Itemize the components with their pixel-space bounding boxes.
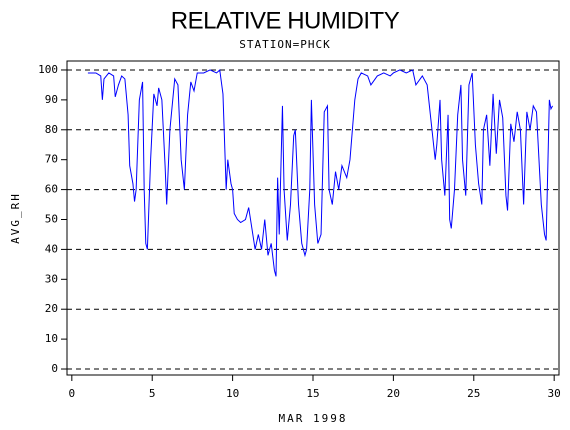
y-axis-label: AVG_RH <box>9 192 22 244</box>
data-line <box>87 68 554 277</box>
x-tick-label: 0 <box>69 387 76 400</box>
y-tick-label: 70 <box>45 153 58 166</box>
y-tick-label: 10 <box>45 332 58 345</box>
x-tick-label: 10 <box>226 387 239 400</box>
x-axis-label: MAR 1998 <box>279 412 348 425</box>
y-tick-label: 30 <box>45 272 58 285</box>
plot-frame <box>66 60 560 376</box>
y-tick-label: 0 <box>51 362 58 375</box>
y-tick-label: 100 <box>38 63 58 76</box>
x-tick-label: 20 <box>387 387 400 400</box>
y-tick-label: 60 <box>45 183 58 196</box>
y-tick-label: 50 <box>45 212 58 225</box>
y-tick-label: 20 <box>45 302 58 315</box>
chart-subtitle: STATION=PHCK <box>239 38 330 51</box>
x-tick-label: 5 <box>149 387 156 400</box>
chart-title: RELATIVE HUMIDITY <box>171 7 400 34</box>
x-tick-label: 25 <box>467 387 480 400</box>
x-tick-label: 30 <box>548 387 561 400</box>
y-tick-label: 40 <box>45 242 58 255</box>
y-tick-label: 80 <box>45 123 58 136</box>
x-tick-label: 15 <box>306 387 319 400</box>
y-tick-label: 90 <box>45 93 58 106</box>
